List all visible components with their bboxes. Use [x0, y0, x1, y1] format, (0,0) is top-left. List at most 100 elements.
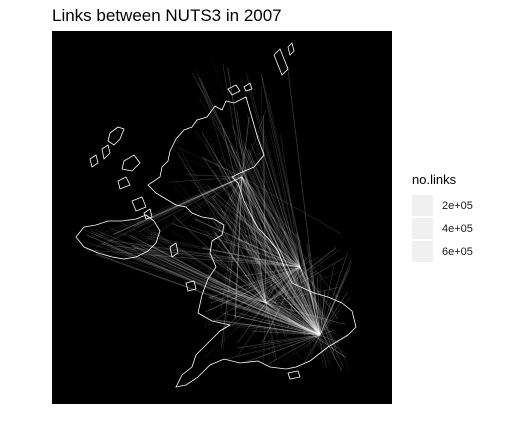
link-line	[319, 334, 340, 344]
link-line	[246, 334, 321, 363]
link-line	[240, 185, 301, 268]
link-line	[216, 162, 321, 336]
legend-label: 2e+05	[442, 199, 473, 212]
link-line	[260, 258, 301, 268]
link-line	[241, 176, 251, 291]
link-line	[235, 176, 243, 318]
link-line	[299, 266, 337, 349]
link-line	[121, 176, 243, 229]
link-line	[94, 229, 267, 304]
link-line	[265, 301, 287, 304]
link-line	[201, 157, 243, 178]
link-line	[208, 212, 267, 304]
link-line	[229, 144, 321, 336]
link-line	[95, 176, 243, 239]
link-line	[241, 176, 347, 361]
link-line	[138, 176, 243, 233]
link-line	[319, 334, 331, 366]
shetland-outline	[287, 42, 295, 56]
link-line	[262, 115, 267, 304]
link-line	[241, 176, 342, 371]
link-line	[218, 229, 321, 336]
link-line	[243, 209, 321, 336]
link-line	[241, 176, 279, 233]
link-line	[141, 245, 321, 336]
link-line	[145, 254, 301, 268]
link-line	[280, 134, 301, 268]
link-line	[197, 82, 243, 178]
link-line	[216, 237, 267, 304]
link-line	[145, 242, 321, 336]
legend-item: 2e+05	[412, 194, 512, 217]
link-line	[265, 302, 347, 358]
link-line	[213, 194, 301, 268]
link-lines	[84, 61, 352, 371]
link-line	[265, 285, 308, 304]
link-line	[227, 68, 267, 304]
link-line	[317, 334, 321, 347]
link-line	[265, 247, 337, 304]
link-line	[233, 266, 301, 311]
link-line	[241, 334, 321, 363]
hebrides-outline	[101, 144, 111, 160]
link-line	[238, 293, 321, 336]
link-line	[231, 206, 267, 304]
link-line	[319, 252, 348, 336]
link-line	[237, 266, 301, 288]
link-line	[253, 258, 301, 268]
link-line	[210, 285, 267, 304]
link-line	[265, 302, 346, 325]
link-line	[299, 266, 311, 300]
link-line	[304, 334, 321, 348]
link-line	[248, 89, 321, 336]
link-line	[249, 235, 301, 268]
plot-title: Links between NUTS3 in 2007	[52, 6, 282, 25]
link-line	[229, 214, 321, 336]
link-line	[191, 72, 301, 268]
link-line	[180, 176, 243, 224]
link-line	[319, 259, 352, 336]
link-line	[198, 208, 321, 336]
link-line	[241, 116, 250, 178]
link-line	[237, 142, 321, 336]
link-line	[146, 254, 321, 336]
link-line	[238, 167, 267, 304]
link-line	[235, 171, 321, 336]
link-line	[211, 280, 321, 336]
link-line	[91, 176, 243, 238]
link-line	[222, 334, 321, 361]
link-line	[123, 233, 301, 268]
link-line	[306, 243, 321, 336]
link-line	[256, 276, 267, 304]
link-line	[108, 226, 321, 336]
link-line	[265, 302, 347, 340]
link-line	[268, 98, 321, 336]
link-line	[241, 176, 295, 337]
link-line	[299, 266, 339, 320]
link-line	[224, 272, 321, 336]
link-line	[241, 176, 286, 340]
link-line	[319, 334, 348, 356]
link-line	[202, 302, 267, 359]
link-line	[211, 218, 267, 304]
link-line	[222, 127, 267, 304]
link-line	[262, 300, 321, 336]
link-line	[319, 291, 326, 336]
link-line	[224, 217, 301, 268]
link-line	[319, 334, 339, 343]
link-line	[265, 231, 287, 304]
link-line	[150, 244, 321, 336]
link-line	[87, 242, 267, 304]
link-line	[240, 141, 321, 336]
link-line	[245, 200, 321, 336]
link-line	[210, 202, 321, 336]
link-line	[172, 223, 301, 268]
link-line	[241, 176, 264, 253]
link-line	[220, 208, 267, 304]
link-line	[203, 182, 301, 268]
link-line	[183, 165, 321, 336]
link-line	[218, 160, 321, 336]
link-line	[262, 266, 301, 342]
link-line	[265, 270, 317, 304]
link-line	[194, 218, 301, 268]
